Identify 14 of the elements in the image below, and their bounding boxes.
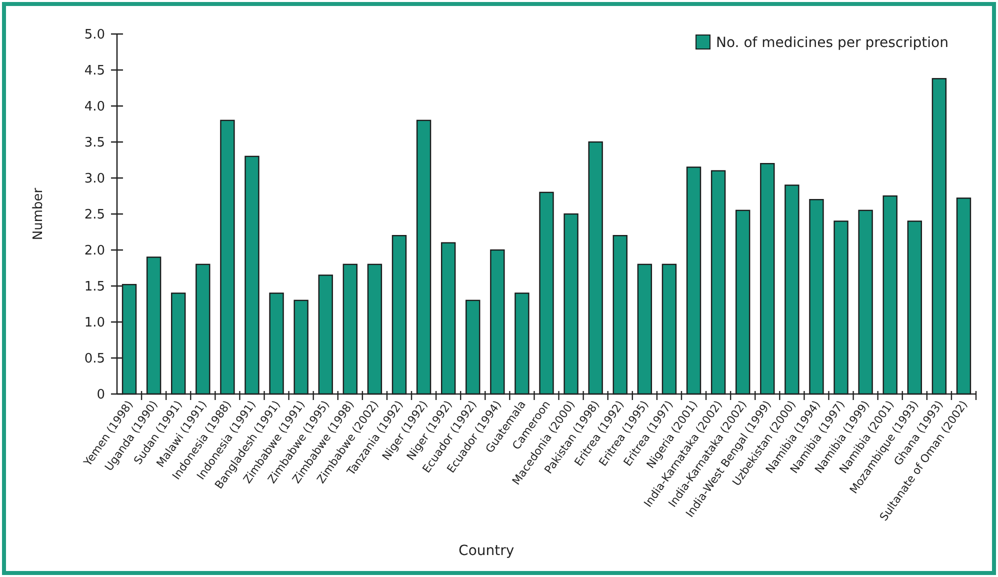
y-tick-label: 1.0 bbox=[84, 316, 105, 331]
y-tick-label: 4.0 bbox=[84, 100, 105, 115]
y-tick-label: 5.0 bbox=[84, 28, 105, 43]
y-tick-label: 4.5 bbox=[84, 64, 105, 79]
y-tick-label: 2.5 bbox=[84, 208, 105, 223]
y-tick-label: 2.0 bbox=[84, 244, 105, 259]
y-tick-label: 0 bbox=[96, 388, 105, 403]
y-tick-label: 0.5 bbox=[84, 352, 105, 367]
x-axis-title: Country bbox=[458, 543, 514, 559]
y-tick-label: 3.5 bbox=[84, 136, 105, 151]
y-tick-label: 1.5 bbox=[84, 280, 105, 295]
y-axis-title: Number bbox=[31, 187, 46, 240]
legend-label: No. of medicines per prescription bbox=[716, 34, 948, 51]
y-tick-label: 3.0 bbox=[84, 172, 105, 187]
